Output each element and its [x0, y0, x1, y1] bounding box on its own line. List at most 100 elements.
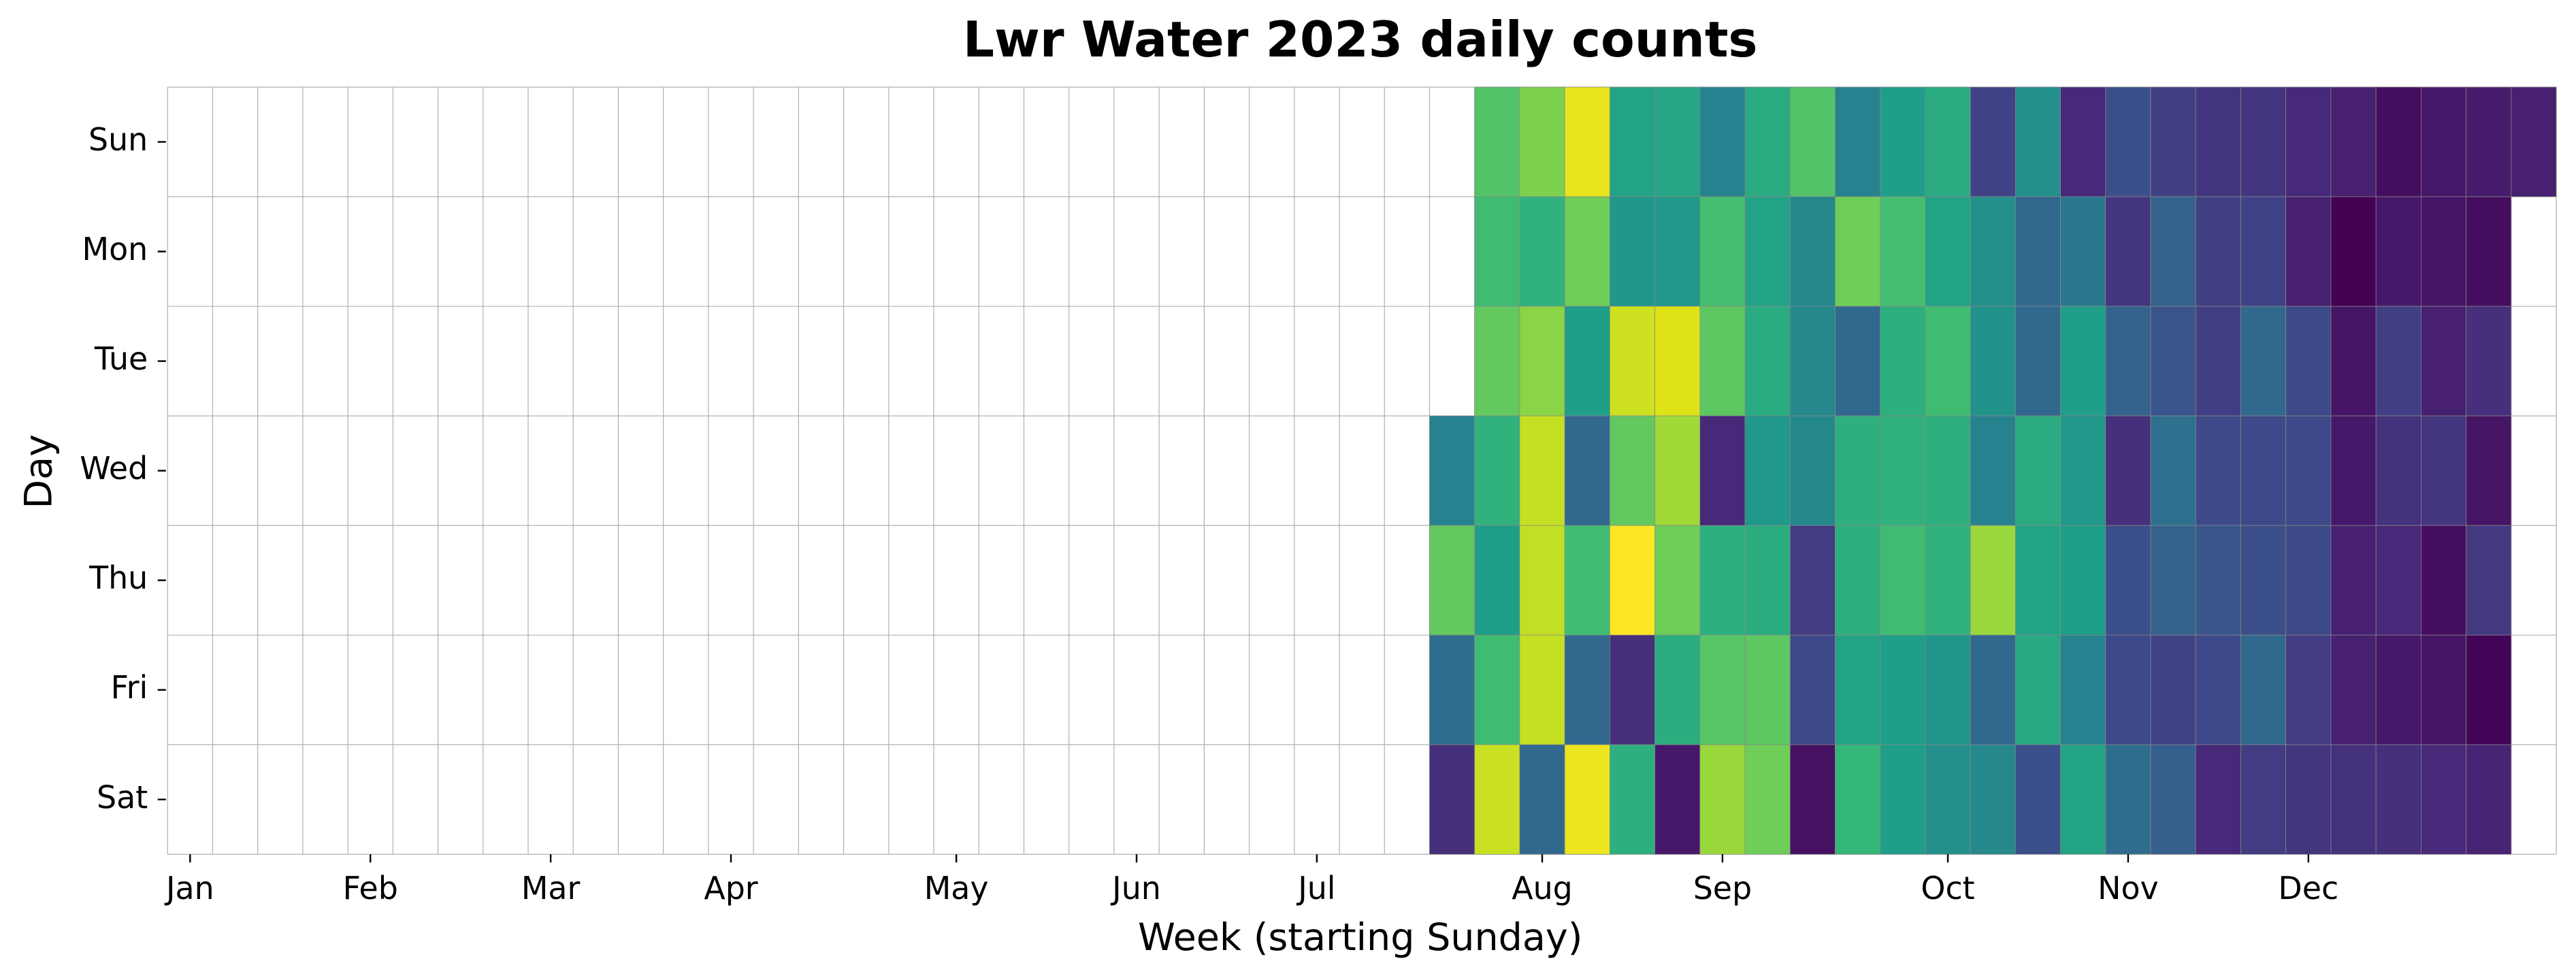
heatmap-cell: [2240, 415, 2287, 526]
heatmap-cell: [2015, 196, 2061, 307]
heatmap-cell: [2015, 306, 2061, 416]
heatmap-cell: [1835, 196, 1881, 307]
heatmap-cell: [2330, 196, 2377, 307]
heatmap-cell: [2240, 525, 2287, 636]
heatmap-cell: [1880, 525, 1926, 636]
heatmap-cell: [1835, 525, 1881, 636]
heatmap-cell: [1744, 744, 1791, 855]
heatmap-cell: [1970, 525, 2016, 636]
heatmap-cell: [1699, 744, 1746, 855]
heatmap-cell: [1564, 86, 1610, 197]
heatmap-cell: [1564, 744, 1610, 855]
heatmap-cell: [1474, 744, 1520, 855]
y-tick-label: Mon: [82, 231, 148, 267]
x-tick-label: Mar: [521, 870, 581, 906]
heatmap-cell: [2330, 306, 2377, 416]
heatmap-cell: [2060, 744, 2106, 855]
heatmap-cell: [1609, 744, 1655, 855]
heatmap-cell: [1699, 86, 1746, 197]
heatmap-cell: [1835, 86, 1881, 197]
heatmap-cell: [2060, 634, 2106, 745]
heatmap-cell: [2015, 525, 2061, 636]
heatmap-cell: [1654, 86, 1701, 197]
heatmap-cell: [2150, 744, 2196, 855]
heatmap-cell: [2285, 86, 2332, 197]
x-tick-label: Jan: [164, 870, 214, 906]
heatmap-cell: [2240, 634, 2287, 745]
heatmap-cell: [2150, 86, 2196, 197]
heatmap-cell: [1564, 306, 1610, 416]
x-tick-label: Oct: [1921, 870, 1974, 906]
heatmap-cell: [2375, 634, 2422, 745]
y-axis-label: Day: [16, 434, 61, 509]
heatmap-cell: [1880, 306, 1926, 416]
heatmap-cell: [2421, 525, 2466, 636]
heatmap-cell: [1609, 306, 1655, 416]
heatmap-cell: [1429, 525, 1476, 636]
heatmap-cell: [2240, 86, 2287, 197]
heatmap-cell: [1789, 415, 1836, 526]
heatmap-cell: [1654, 744, 1701, 855]
heatmap-cell: [2330, 86, 2377, 197]
heatmap-cell: [1789, 86, 1836, 197]
heatmap-cell: [1970, 86, 2016, 197]
heatmap-cell: [2195, 306, 2241, 416]
heatmap-cell: [2375, 525, 2422, 636]
y-tick-label: Thu: [88, 559, 148, 596]
heatmap-cell: [2285, 744, 2332, 855]
heatmap-cell: [1654, 634, 1701, 745]
heatmap-cell: [1609, 196, 1655, 307]
heatmap-cell: [2240, 744, 2287, 855]
heatmap-cell: [2060, 415, 2106, 526]
heatmap-cell: [2015, 744, 2061, 855]
heatmap-cell: [2466, 415, 2512, 526]
heatmap-cell: [1970, 634, 2016, 745]
heatmap-cell: [1970, 196, 2016, 307]
heatmap-cell: [2195, 634, 2241, 745]
x-tick-label: Aug: [1512, 870, 1573, 906]
y-tick-label: Tue: [94, 340, 148, 377]
heatmap-cell: [1564, 525, 1610, 636]
heatmap-cell: [2466, 86, 2512, 197]
heatmap-cell: [1474, 415, 1520, 526]
heatmap-cell: [1789, 744, 1836, 855]
heatmap-cell: [1519, 196, 1565, 307]
heatmap-cell: [2421, 415, 2466, 526]
heatmap-cell: [2375, 196, 2422, 307]
heatmap-cell: [2060, 86, 2106, 197]
heatmap-cell: [1654, 196, 1701, 307]
heatmap-cell: [2105, 196, 2151, 307]
heatmap-cell: [2421, 744, 2466, 855]
heatmap-cell: [1970, 415, 2016, 526]
heatmap-cell: [1564, 196, 1610, 307]
heatmap-cell: [2330, 634, 2377, 745]
heatmap-cell: [1925, 634, 1971, 745]
heatmap-cell: [1519, 525, 1565, 636]
x-tick-label: Jun: [1110, 870, 1161, 906]
heatmap-cell: [1609, 525, 1655, 636]
heatmap-cell: [1609, 415, 1655, 526]
heatmap-cell: [1789, 634, 1836, 745]
heatmap-cell: [2060, 306, 2106, 416]
heatmap-cell: [1925, 196, 1971, 307]
heatmap-cell: [1609, 634, 1655, 745]
heatmap-cell: [2150, 306, 2196, 416]
heatmap-cell: [2195, 525, 2241, 636]
heatmap-cell: [2375, 306, 2422, 416]
heatmap-cell: [1519, 634, 1565, 745]
heatmap-cell: [1564, 634, 1610, 745]
heatmap-cell: [1835, 306, 1881, 416]
heatmap-cell: [2150, 634, 2196, 745]
heatmap-cell: [2015, 634, 2061, 745]
x-tick-label: Dec: [2278, 870, 2338, 906]
heatmap-cell: [1925, 415, 1971, 526]
heatmap-cell: [2105, 306, 2151, 416]
x-tick-label: Jul: [1296, 870, 1335, 906]
heatmap-cell: [1835, 634, 1881, 745]
heatmap-cell: [2285, 634, 2332, 745]
heatmap-cell: [1789, 196, 1836, 307]
y-tick-label: Sun: [88, 121, 148, 158]
heatmap-cell: [1474, 306, 1520, 416]
heatmap-cell: [2195, 744, 2241, 855]
